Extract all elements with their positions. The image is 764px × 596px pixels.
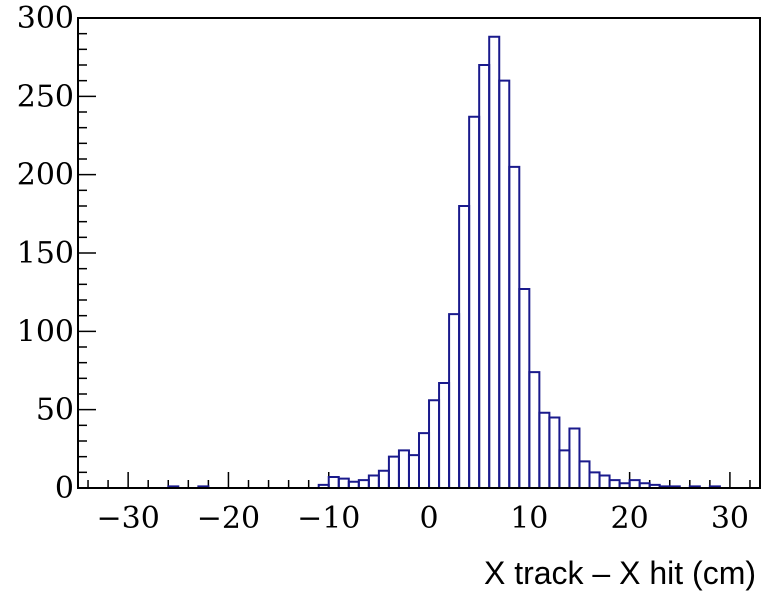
histogram-bin bbox=[428, 399, 441, 488]
histogram-bin bbox=[448, 313, 461, 488]
histogram-bin bbox=[528, 371, 541, 488]
histogram-bin bbox=[367, 474, 380, 488]
histogram-bin bbox=[508, 165, 521, 488]
histogram-bin bbox=[558, 449, 571, 488]
histogram-bin bbox=[498, 79, 511, 488]
histogram-bin bbox=[598, 474, 611, 488]
histogram-bin bbox=[397, 449, 410, 488]
histogram-bin bbox=[518, 288, 531, 488]
x-tick-label: 20 bbox=[611, 501, 649, 536]
x-tick-labels: −30 −20 −10 0 10 20 30 bbox=[96, 501, 749, 536]
axis-ticks bbox=[78, 17, 751, 489]
histogram-bins bbox=[167, 35, 730, 489]
x-tick-label: 10 bbox=[510, 501, 548, 536]
x-tick-label: −30 bbox=[96, 501, 159, 536]
x-tick-label: 0 bbox=[419, 501, 438, 536]
plot-frame bbox=[77, 17, 761, 489]
x-tick-label: −10 bbox=[297, 501, 360, 536]
histogram-bin bbox=[387, 455, 400, 488]
y-tick-label: 300 bbox=[17, 1, 74, 36]
histogram-bin bbox=[568, 427, 581, 488]
histogram-bin bbox=[337, 477, 350, 488]
histogram-bin bbox=[357, 479, 370, 488]
histogram-bin bbox=[578, 460, 591, 488]
histogram-bin bbox=[327, 476, 340, 488]
x-axis-title: X track – X hit (cm) bbox=[484, 555, 756, 591]
histogram-bin bbox=[488, 35, 501, 488]
histogram-bin bbox=[438, 382, 451, 488]
histogram-bin bbox=[478, 64, 491, 488]
y-tick-labels: 0 50 100 150 200 250 300 bbox=[17, 1, 74, 506]
histogram-bin bbox=[418, 432, 431, 488]
y-tick-label: 100 bbox=[17, 314, 74, 349]
histogram-bin bbox=[377, 469, 390, 488]
y-tick-label: 0 bbox=[55, 471, 74, 506]
y-tick-label: 250 bbox=[17, 79, 74, 114]
y-tick-label: 150 bbox=[17, 236, 74, 271]
histogram-bin bbox=[608, 479, 621, 488]
histogram-bin bbox=[548, 416, 561, 488]
y-tick-label: 50 bbox=[36, 393, 74, 428]
histogram-bin bbox=[468, 115, 481, 488]
x-tick-label: 30 bbox=[711, 501, 749, 536]
histogram-bin bbox=[407, 454, 420, 488]
histogram-bin bbox=[628, 479, 641, 488]
histogram-bin bbox=[458, 205, 471, 488]
histogram-bin bbox=[538, 411, 551, 488]
y-tick-label: 200 bbox=[17, 158, 74, 193]
histogram-bin bbox=[588, 471, 601, 488]
x-tick-label: −20 bbox=[197, 501, 260, 536]
